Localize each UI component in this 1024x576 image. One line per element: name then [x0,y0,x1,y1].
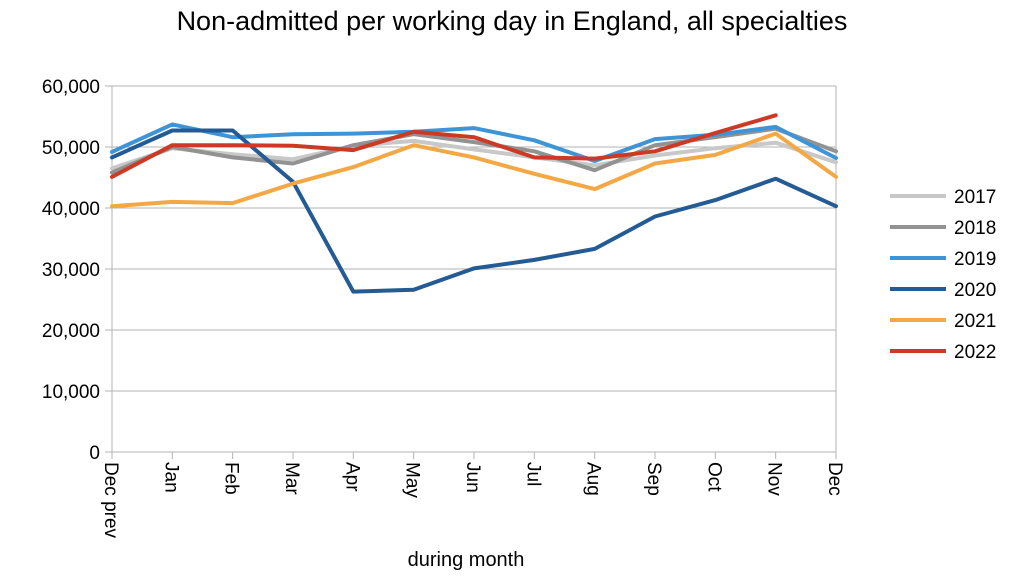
y-tick-label: 0 [89,443,100,464]
x-axis-label: during month [408,549,525,571]
y-tick-label: 10,000 [42,382,100,403]
x-tick-label: Jul [522,462,543,486]
x-tick-label: Apr [341,462,362,492]
y-tick-label: 60,000 [42,77,100,98]
series-line-2020 [110,128,838,294]
x-tick-label: Sep [643,462,664,496]
x-tick-label: Jan [160,462,181,493]
chart-title: Non-admitted per working day in England,… [176,6,848,36]
series-line-2021 [110,131,838,209]
y-tick-label: 20,000 [42,321,100,342]
x-tick-label: Mar [281,462,302,495]
x-tick-label: Jun [462,462,483,493]
series-line-2017 [110,138,838,171]
axes [105,85,837,459]
x-tick-label: Dec [824,462,845,496]
series-lines [110,113,838,294]
x-tick-label: Aug [583,462,604,496]
legend-label-2019: 2019 [954,249,996,270]
y-tick-label: 40,000 [42,199,100,220]
x-tick-label: May [402,462,423,498]
x-tick-label: Feb [221,462,242,495]
x-tick-label: Dec prev [100,462,121,539]
legend-label-2021: 2021 [954,311,996,332]
y-tick-labels: 0 10,000 20,000 30,000 40,000 50,000 60,000 [42,77,100,464]
legend-label-2020: 2020 [954,280,996,301]
legend: 2017 2018 2019 2020 2021 2022 [890,187,996,363]
x-tick-label: Oct [703,462,724,492]
legend-label-2018: 2018 [954,218,996,239]
y-tick-label: 50,000 [42,138,100,159]
x-tick-label: Nov [764,462,785,496]
series-line-2022 [110,113,778,179]
y-tick-label: 30,000 [42,260,100,281]
legend-label-2022: 2022 [954,342,996,363]
series-line-2018 [110,126,838,175]
legend-label-2017: 2017 [954,187,996,208]
x-tick-labels: Dec prev Jan Feb Mar Apr May Jun Jul Aug Sep Oct No… [100,462,845,539]
